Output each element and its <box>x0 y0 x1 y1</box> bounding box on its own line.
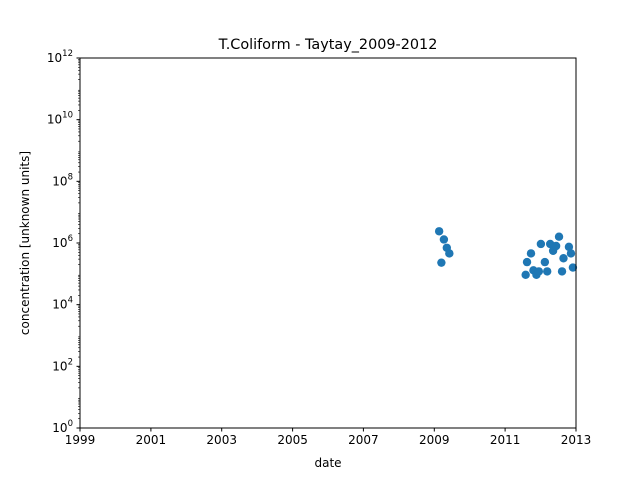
y-tick-label: 106 <box>52 234 73 250</box>
x-tick-label: 2007 <box>348 433 379 447</box>
y-axis-ticks: 100 102 104 106 108 1010 1012 <box>47 49 80 435</box>
x-axis-ticks: 1999 2001 2003 2005 2007 2009 2011 2013 <box>65 428 592 447</box>
y-tick-label: 1012 <box>47 49 73 65</box>
data-point <box>559 254 568 263</box>
data-point <box>540 257 550 267</box>
data-point <box>554 232 564 241</box>
y-tick-label: 104 <box>52 296 73 312</box>
x-tick-label: 1999 <box>65 433 96 447</box>
data-point <box>526 249 536 258</box>
data-point <box>536 239 546 249</box>
x-axis-label: date <box>314 456 341 470</box>
plot-area <box>80 58 576 428</box>
x-tick-label: 2003 <box>206 433 237 447</box>
data-point <box>564 242 574 252</box>
data-point <box>566 249 576 258</box>
data-point <box>557 267 567 276</box>
data-points <box>434 227 578 280</box>
y-tick-label: 100 <box>52 419 73 435</box>
x-tick-label: 2005 <box>277 433 308 447</box>
data-point <box>437 258 446 267</box>
y-tick-label: 1010 <box>47 111 73 127</box>
data-point <box>522 257 532 267</box>
x-tick-label: 2001 <box>136 433 167 447</box>
y-tick-label: 108 <box>52 172 73 188</box>
data-point <box>551 241 561 251</box>
data-point <box>542 267 552 276</box>
x-tick-label: 2013 <box>561 433 592 447</box>
data-point <box>568 263 578 272</box>
y-axis-label: concentration [unknown units] <box>18 151 32 335</box>
data-point <box>445 249 454 258</box>
x-tick-label: 2009 <box>419 433 450 447</box>
data-point <box>434 227 444 236</box>
axes-frame <box>79 57 577 429</box>
x-tick-label: 2011 <box>490 433 521 447</box>
data-point <box>534 267 544 276</box>
data-point <box>521 270 530 280</box>
data-point <box>439 235 449 244</box>
chart-title: T.Coliform - Taytay_2009-2012 <box>218 37 438 53</box>
y-tick-label: 102 <box>52 357 73 373</box>
